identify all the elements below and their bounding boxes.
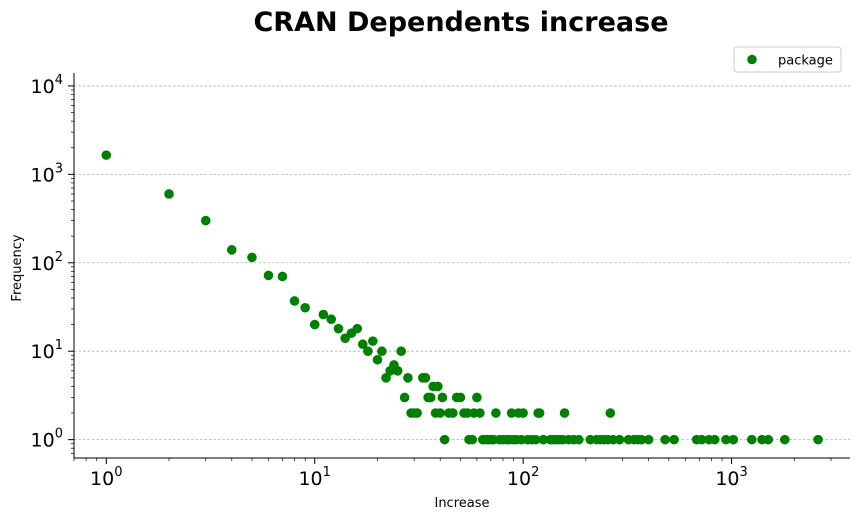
data-point <box>200 215 211 226</box>
y-tick-label: 103 <box>31 161 63 186</box>
data-point <box>746 434 757 445</box>
data-point <box>357 339 368 350</box>
data-point <box>538 434 549 445</box>
data-point <box>289 296 300 306</box>
data-point <box>518 408 528 418</box>
data-point <box>277 271 288 282</box>
data-point <box>396 346 407 357</box>
y-tick-label: 101 <box>31 338 63 363</box>
x-tick-label: 102 <box>507 465 539 490</box>
data-point <box>813 434 823 445</box>
y-axis-label: Frequency <box>10 234 25 301</box>
data-point <box>669 434 679 445</box>
y-tick-label: 104 <box>31 73 63 98</box>
legend: package <box>733 46 842 73</box>
data-point <box>420 373 431 383</box>
data-point <box>412 408 422 418</box>
data-point <box>636 434 647 445</box>
data-point <box>425 392 436 403</box>
data-point <box>247 252 257 263</box>
y-tick-label: 102 <box>31 250 63 275</box>
data-point <box>164 189 174 199</box>
legend-label-package: package <box>778 54 833 69</box>
data-point <box>467 434 478 445</box>
x-tick-label: 101 <box>298 465 330 490</box>
data-point <box>614 434 625 445</box>
y-tick-label: 100 <box>31 427 63 452</box>
data-point <box>506 408 517 418</box>
data-point <box>435 408 446 418</box>
data-point <box>309 319 320 330</box>
data-point <box>709 434 720 445</box>
legend-box <box>733 46 842 73</box>
data-point <box>368 336 378 346</box>
data-point <box>403 373 413 383</box>
data-point <box>372 354 383 365</box>
data-point <box>643 434 654 445</box>
data-point <box>763 434 774 445</box>
data-point <box>721 434 731 445</box>
data-point <box>437 392 448 403</box>
data-point <box>300 302 310 313</box>
data-point <box>363 346 373 357</box>
data-point <box>491 408 501 418</box>
data-point <box>381 373 391 383</box>
data-point <box>448 408 458 418</box>
data-point <box>472 392 482 403</box>
data-point <box>326 314 337 325</box>
data-point <box>433 381 443 392</box>
x-axis-ticks: 100 101 102 103 <box>73 458 832 490</box>
data-point <box>455 392 466 403</box>
data-point <box>559 408 570 418</box>
data-point <box>226 245 237 255</box>
y-axis-ticks: 100 101 102 103 104 <box>31 73 74 454</box>
data-points <box>101 150 823 445</box>
data-point <box>475 408 485 418</box>
data-point <box>263 270 274 281</box>
data-point <box>392 366 403 376</box>
gridlines <box>74 85 850 441</box>
data-point <box>101 150 112 160</box>
data-point <box>318 309 329 320</box>
data-point <box>439 434 450 445</box>
legend-marker-package <box>747 54 757 65</box>
data-point <box>377 346 387 357</box>
data-point <box>530 434 541 445</box>
data-point <box>534 408 545 418</box>
data-point <box>399 392 410 403</box>
data-point <box>779 434 790 445</box>
data-point <box>352 323 363 334</box>
data-point <box>605 408 616 418</box>
chart-title: CRAN Dependents increase <box>253 7 668 38</box>
x-tick-label: 100 <box>90 465 122 490</box>
data-point <box>333 323 344 334</box>
x-tick-label: 103 <box>715 465 747 490</box>
data-point <box>574 434 584 445</box>
data-point <box>660 434 670 445</box>
data-point <box>697 434 707 445</box>
x-axis-label: Increase <box>434 496 489 511</box>
data-point <box>728 434 739 445</box>
